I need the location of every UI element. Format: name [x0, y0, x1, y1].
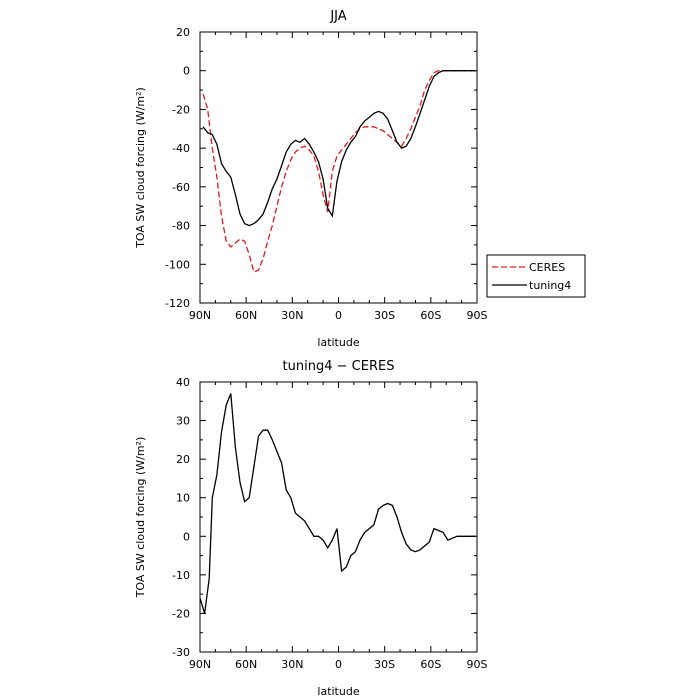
chart-panel-1: JJA 90N 60N 30N 0 30S 60S 90S 20 0 -20 -40 -60 -80 -10…: [134, 9, 586, 349]
y-tick-label: -80: [172, 220, 190, 233]
x-tick-label: 90N: [189, 658, 211, 671]
chart-title: tuning4 − CERES: [283, 359, 395, 374]
legend-label: tuning4: [529, 279, 571, 292]
plot-frame: [199, 381, 478, 653]
x-tick-label: 30S: [374, 309, 395, 322]
y-tick-label: -10: [172, 569, 190, 582]
y-tick-label: -40: [172, 142, 190, 155]
series-line-difference: [199, 393, 476, 614]
y-tick-label: -60: [172, 181, 190, 194]
x-tick-label: 30N: [281, 309, 303, 322]
x-tick-label: 60S: [420, 658, 441, 671]
y-tick-label: -30: [172, 646, 190, 659]
x-axis-label: latitude: [317, 336, 359, 349]
y-tick-label: -100: [165, 258, 190, 271]
y-tick-label: 10: [176, 492, 190, 505]
x-tick-label: 0: [335, 309, 342, 322]
legend-box: [486, 254, 586, 298]
x-tick-label: 60S: [420, 309, 441, 322]
x-tick-label: 60N: [235, 658, 257, 671]
x-tick-label: 30N: [281, 658, 303, 671]
y-tick-label: 0: [183, 65, 190, 78]
chart-legend: CERES tuning4: [486, 254, 586, 298]
x-tick-label: 0: [335, 658, 342, 671]
y-tick-label: 0: [183, 530, 190, 543]
series-line-ceres: [202, 70, 476, 273]
chart-title: JJA: [329, 9, 346, 24]
x-axis-label: latitude: [317, 685, 359, 698]
y-axis-label: TOA SW cloud forcing (W/m²): [134, 437, 147, 599]
x-tick-label: 60N: [235, 309, 257, 322]
y-tick-label: 20: [176, 26, 190, 39]
y-tick-label: 40: [176, 376, 190, 389]
x-tick-label: 90N: [189, 309, 211, 322]
y-tick-label: 30: [176, 415, 190, 428]
x-tick-label: 90S: [467, 658, 488, 671]
chart-panel-2: tuning4 − CERES 90N 60N 30N 0 30S 60S 90S 40 30 20…: [134, 359, 488, 698]
y-tick-label: -120: [165, 297, 190, 310]
y-tick-label: -20: [172, 607, 190, 620]
legend-label: CERES: [529, 261, 565, 274]
y-tick-label: -20: [172, 103, 190, 116]
x-tick-label: 30S: [374, 658, 395, 671]
y-axis-label: TOA SW cloud forcing (W/m²): [134, 87, 147, 249]
y-tick-label: 20: [176, 453, 190, 466]
x-tick-label: 90S: [467, 309, 488, 322]
series-line-tuning4: [202, 70, 476, 227]
